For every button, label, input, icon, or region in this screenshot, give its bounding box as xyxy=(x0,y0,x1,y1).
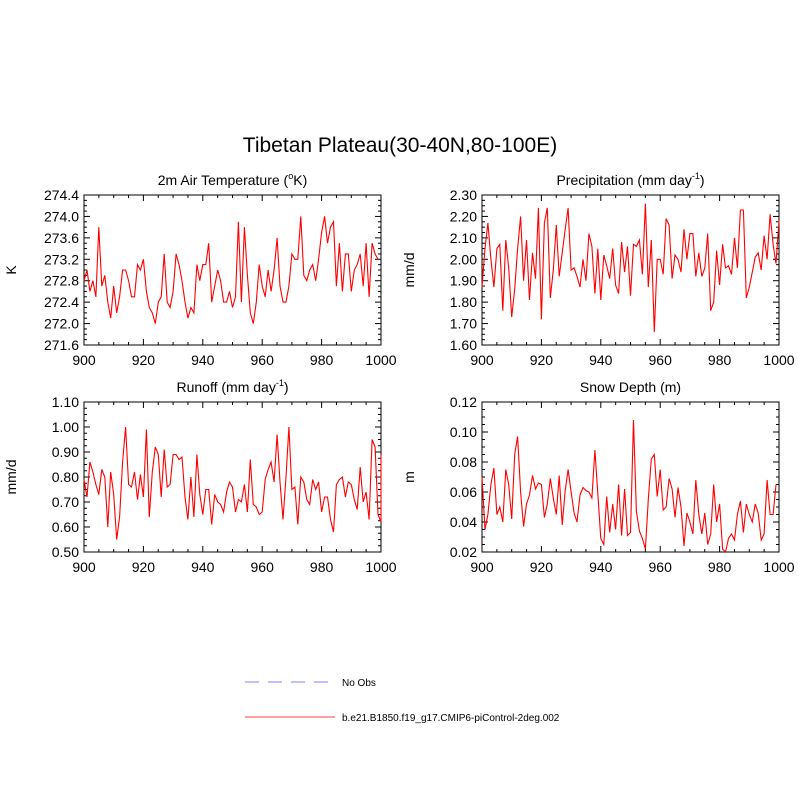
x-tick-label: 900 xyxy=(470,352,494,368)
y-tick-label: 271.6 xyxy=(44,337,79,353)
panel-2: Runoff (mm day-1) 900 920 940 960 980 1000 0.50… xyxy=(3,378,397,575)
y-tick-label: 274.0 xyxy=(44,208,79,224)
panel-0: 2m Air Temperature (oK) 900 920 940 960 980 10… xyxy=(3,171,397,368)
x-tick-label: 900 xyxy=(72,559,96,575)
x-tick-label: 960 xyxy=(251,352,275,368)
y-tick-label: 0.90 xyxy=(52,444,79,460)
x-tick-label: 980 xyxy=(708,352,732,368)
y-axis-label: K xyxy=(3,265,19,275)
y-tick-label: 2.10 xyxy=(450,230,477,246)
x-tick-label: 900 xyxy=(470,559,494,575)
series-line xyxy=(83,426,382,540)
panel-title-main: Precipitation (mm day xyxy=(556,172,691,188)
x-tick-label: 900 xyxy=(72,352,96,368)
y-tick-label: 0.06 xyxy=(450,484,477,500)
axis-frame xyxy=(83,194,382,346)
x-tick-label: 920 xyxy=(132,352,156,368)
y-tick-label: 1.00 xyxy=(52,419,79,435)
y-tick-label: 1.80 xyxy=(450,294,477,310)
legend-label-no-obs: No Obs xyxy=(342,678,376,689)
panel-title-main: Runoff (mm day xyxy=(176,379,275,395)
panel-title-suffix: ) xyxy=(700,172,705,188)
x-tick-label: 1000 xyxy=(763,559,794,575)
y-tick-label: 2.00 xyxy=(450,251,477,267)
legend-label-model: b.e21.B1850.f19_g17.CMIP6-piControl-2deg… xyxy=(342,713,560,724)
panel-title-main: Snow Depth (m) xyxy=(580,379,681,395)
y-tick-label: 2.20 xyxy=(450,208,477,224)
x-tick-label: 920 xyxy=(132,559,156,575)
panel-3: Snow Depth (m) 900 920 940 960 980 1000 0.02 0.0… xyxy=(401,379,795,575)
y-tick-label: 1.90 xyxy=(450,273,477,289)
y-axis-label: m xyxy=(401,471,417,483)
panel-1: Precipitation (mm day-1) 900 920 940 960 980 1… xyxy=(401,171,795,368)
y-tick-label: 1.60 xyxy=(450,337,477,353)
x-tick-label: 940 xyxy=(589,559,613,575)
x-tick-label: 940 xyxy=(589,352,613,368)
series-line xyxy=(83,216,379,324)
x-tick-label: 940 xyxy=(191,352,215,368)
axis-frame xyxy=(481,194,780,346)
y-tick-label: 0.80 xyxy=(52,469,79,485)
x-tick-label: 960 xyxy=(251,559,275,575)
y-tick-label: 0.12 xyxy=(450,394,477,410)
x-tick-label: 920 xyxy=(530,559,554,575)
x-tick-label: 960 xyxy=(649,352,673,368)
x-tick-label: 980 xyxy=(310,559,334,575)
figure-title: Tibetan Plateau(30-40N,80-100E) xyxy=(243,134,557,157)
y-tick-label: 272.8 xyxy=(44,273,79,289)
panel-title-sup: -1 xyxy=(276,378,284,388)
panel-title: 2m Air Temperature (oK) xyxy=(158,171,307,188)
x-tick-label: 1000 xyxy=(763,352,794,368)
y-tick-label: 272.4 xyxy=(44,294,79,310)
y-axis-label: mm/d xyxy=(3,460,19,495)
y-tick-label: 2.30 xyxy=(450,187,477,203)
y-tick-label: 0.08 xyxy=(450,454,477,470)
legend: No Obs b.e21.B1850.f19_g17.CMIP6-piContr… xyxy=(245,678,560,724)
panel-title: Runoff (mm day-1) xyxy=(176,378,288,395)
series-line xyxy=(481,419,777,554)
x-tick-label: 980 xyxy=(708,559,732,575)
y-axis-label: mm/d xyxy=(401,253,417,288)
panel-title-suffix: ) xyxy=(284,379,289,395)
series-line xyxy=(481,203,780,333)
x-tick-label: 960 xyxy=(649,559,673,575)
y-tick-label: 274.4 xyxy=(44,187,79,203)
panel-title: Precipitation (mm day-1) xyxy=(556,171,704,188)
panel-title-sup: o xyxy=(288,171,293,181)
x-tick-label: 940 xyxy=(191,559,215,575)
y-tick-label: 0.70 xyxy=(52,494,79,510)
x-tick-label: 920 xyxy=(530,352,554,368)
x-tick-label: 1000 xyxy=(365,352,396,368)
y-tick-label: 1.10 xyxy=(52,394,79,410)
y-tick-label: 0.60 xyxy=(52,519,79,535)
y-tick-label: 272.0 xyxy=(44,316,79,332)
panel-title-main: 2m Air Temperature ( xyxy=(158,172,289,188)
panel-title: Snow Depth (m) xyxy=(580,379,681,395)
y-tick-label: 273.6 xyxy=(44,230,79,246)
y-tick-label: 0.04 xyxy=(450,514,477,530)
y-tick-label: 1.70 xyxy=(450,316,477,332)
panels-group: 2m Air Temperature (oK)900 920 940 960 980 10… xyxy=(3,171,795,575)
y-tick-label: 0.10 xyxy=(450,424,477,440)
y-tick-label: 0.50 xyxy=(52,544,79,560)
panel-title-suffix: K) xyxy=(293,172,307,188)
panel-title-sup: -1 xyxy=(692,171,700,181)
x-tick-label: 980 xyxy=(310,352,334,368)
y-tick-label: 0.02 xyxy=(450,544,477,560)
y-tick-label: 273.2 xyxy=(44,251,79,267)
x-tick-label: 1000 xyxy=(365,559,396,575)
